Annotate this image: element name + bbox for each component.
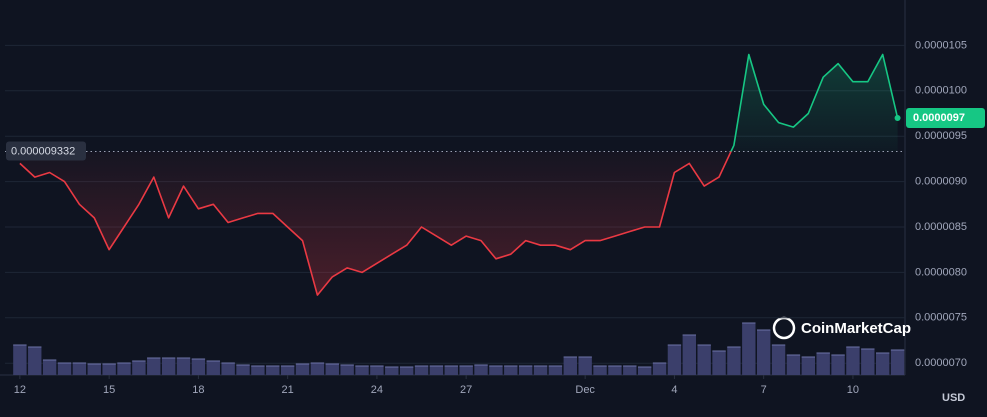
volume-bar bbox=[266, 366, 280, 375]
x-tick-label: Dec bbox=[575, 384, 595, 396]
volume-bar bbox=[429, 366, 444, 375]
volume-bar bbox=[444, 366, 458, 375]
y-tick-label: 0.0000075 bbox=[915, 312, 967, 324]
volume-bar bbox=[504, 366, 518, 375]
x-tick-label: 7 bbox=[761, 384, 767, 396]
volume-bar bbox=[385, 367, 399, 375]
volume-bar bbox=[489, 366, 503, 375]
volume-bar bbox=[727, 347, 741, 375]
volume-bar bbox=[756, 330, 771, 375]
volume-bar bbox=[846, 347, 860, 375]
volume-bar bbox=[28, 347, 42, 375]
volume-bar bbox=[310, 363, 325, 375]
x-tick-label: 24 bbox=[371, 384, 383, 396]
volume-bar bbox=[102, 364, 116, 375]
volume-bar bbox=[251, 366, 265, 375]
volume-bar bbox=[578, 357, 592, 375]
volume-bar bbox=[206, 361, 220, 375]
volume-bar bbox=[355, 366, 369, 375]
volume-bar bbox=[72, 363, 87, 375]
y-tick-label: 0.0000085 bbox=[915, 221, 967, 233]
x-tick-label: 4 bbox=[671, 384, 677, 396]
price-line bbox=[19, 53, 899, 296]
volume-bar bbox=[623, 366, 637, 375]
volume-bar bbox=[742, 323, 756, 375]
volume-bar bbox=[667, 345, 682, 375]
x-tick-label: 12 bbox=[14, 384, 26, 396]
y-tick-label: 0.0000090 bbox=[915, 176, 967, 188]
volume-bar bbox=[652, 363, 667, 375]
volume-bar bbox=[533, 366, 548, 375]
price-area bbox=[19, 54, 898, 296]
volume-bar bbox=[147, 358, 161, 375]
currency: USD bbox=[942, 392, 965, 404]
volume-bar bbox=[221, 363, 235, 375]
y-tick-label: 0.0000095 bbox=[915, 130, 967, 142]
volume-bar bbox=[370, 366, 384, 375]
volume-bar bbox=[474, 365, 488, 375]
volume-bar bbox=[593, 366, 607, 375]
volume-bar bbox=[637, 367, 652, 375]
y-tick-label: 0.0000070 bbox=[915, 357, 967, 369]
baseline-label: 0.000009332 bbox=[11, 145, 75, 157]
volume-bar bbox=[861, 349, 875, 375]
last-point bbox=[894, 115, 901, 122]
volume-bar bbox=[325, 364, 339, 375]
y-tick-label: 0.0000080 bbox=[915, 266, 967, 278]
volume-bar bbox=[57, 363, 72, 375]
volume-bar bbox=[801, 357, 815, 375]
price-tag-box bbox=[906, 108, 985, 129]
volume-bar bbox=[414, 366, 429, 375]
volume-bar bbox=[682, 335, 696, 375]
x-tick-label: 15 bbox=[103, 384, 115, 396]
volume-bar bbox=[191, 359, 206, 375]
volume-bar bbox=[280, 366, 295, 375]
volume-bar bbox=[875, 353, 890, 375]
volume-bar bbox=[771, 345, 786, 375]
volume-bar bbox=[548, 366, 563, 375]
volume-bar bbox=[459, 366, 473, 375]
volume-bar bbox=[161, 358, 176, 375]
price-tag: 0.0000097 bbox=[913, 112, 965, 124]
volume-bar bbox=[13, 345, 27, 375]
volume-bar bbox=[608, 366, 622, 375]
x-tick-label: 27 bbox=[460, 384, 472, 396]
volume-bar bbox=[890, 350, 905, 375]
y-tick-label: 0.0000100 bbox=[915, 85, 967, 97]
volume-bar bbox=[786, 355, 801, 375]
x-tick-label: 21 bbox=[282, 384, 294, 396]
baseline-label-box bbox=[6, 141, 86, 161]
volume-bar bbox=[132, 361, 146, 375]
x-tick-label: 10 bbox=[847, 384, 859, 396]
volume-bar bbox=[816, 353, 830, 375]
volume-bar bbox=[697, 345, 711, 375]
volume-bar bbox=[295, 364, 310, 375]
x-tick-label: 18 bbox=[192, 384, 204, 396]
watermark-text: CoinMarketCap bbox=[801, 320, 911, 337]
volume-bar bbox=[340, 365, 354, 375]
volume-bar bbox=[176, 358, 191, 375]
volume-bar bbox=[117, 363, 131, 375]
volume-bar bbox=[712, 351, 726, 375]
volume-bar bbox=[42, 360, 57, 375]
volume-bar bbox=[563, 357, 577, 375]
volume-bar bbox=[87, 364, 101, 375]
y-tick-label: 0.0000105 bbox=[915, 39, 967, 51]
volume-bar bbox=[518, 366, 533, 375]
volume-bar bbox=[831, 355, 845, 375]
volume-bar bbox=[236, 365, 250, 375]
volume-bar bbox=[399, 367, 414, 375]
